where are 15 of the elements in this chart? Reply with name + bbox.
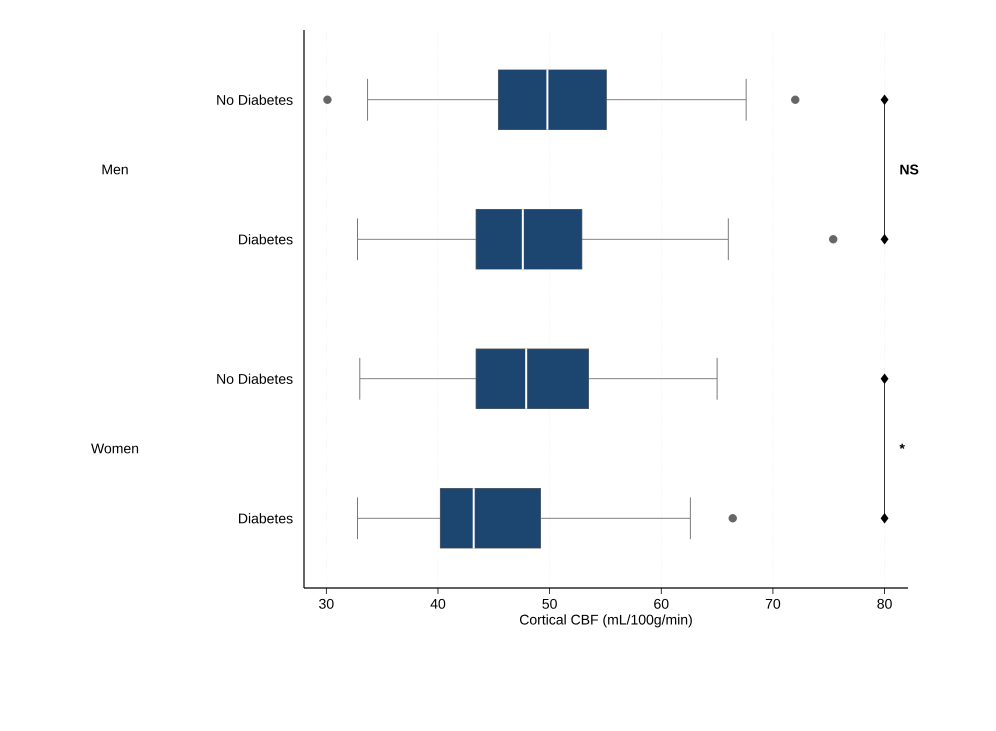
x-tick-label: 50 [542,598,557,609]
y-tick-label: No Diabetes [217,94,293,105]
x-tick-label: 80 [877,598,892,609]
x-axis-title: Cortical CBF (mL/100g/min) [520,614,692,628]
text: Women [91,444,138,454]
x-tick-label: 60 [654,598,669,609]
text: Men [102,164,128,174]
y-tick-label: No Diabetes [217,374,293,384]
x-tick-label: 30 [319,598,334,609]
annotation: * [899,444,905,449]
x-tick-label: 70 [766,598,780,609]
y-tick-label: Diabetes [239,234,293,244]
x-tick-label: 40 [430,598,446,609]
y-tick-label: Diabetes [239,513,293,524]
annotation: NS [900,164,918,174]
